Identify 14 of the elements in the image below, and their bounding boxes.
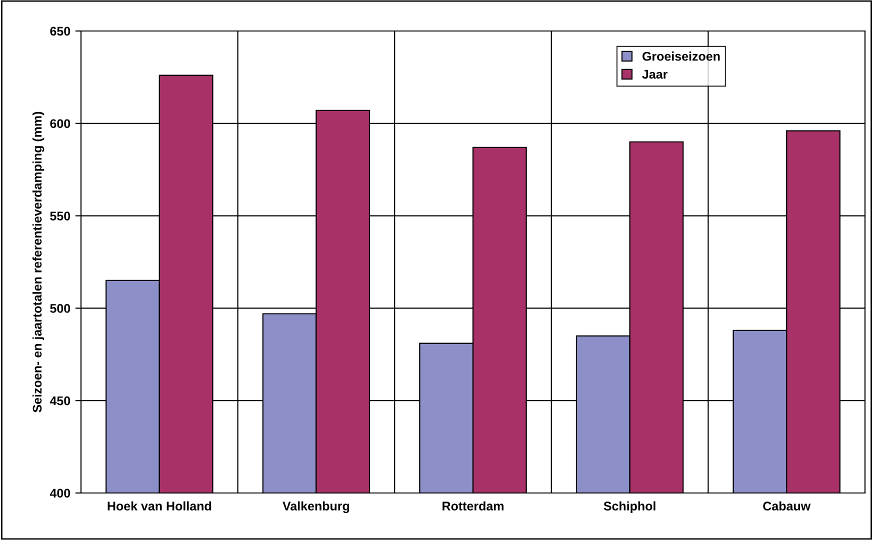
y-axis-title: Seizoen- en jaartotalen referentieverdamping (mm) (32, 112, 44, 412)
y-tick-label: 550 (50, 212, 70, 220)
y-tick-label: 400 (50, 488, 70, 498)
y-tick-label: 500 (50, 304, 70, 313)
x-tick-label: Valkenburg (282, 501, 350, 514)
y-tick-label: 650 (50, 26, 70, 36)
y-tick-label: 600 (50, 119, 70, 128)
legend-label: Jaar (642, 70, 668, 79)
x-tick-label: Cabauw (763, 501, 811, 511)
y-tick-label: 450 (50, 396, 70, 406)
legend-label: Groeiseizoen (642, 52, 720, 61)
x-tick-label: Schiphol (604, 501, 656, 513)
x-tick-label: Rotterdam (442, 501, 504, 511)
x-tick-label: Hoek van Holland (108, 501, 212, 511)
